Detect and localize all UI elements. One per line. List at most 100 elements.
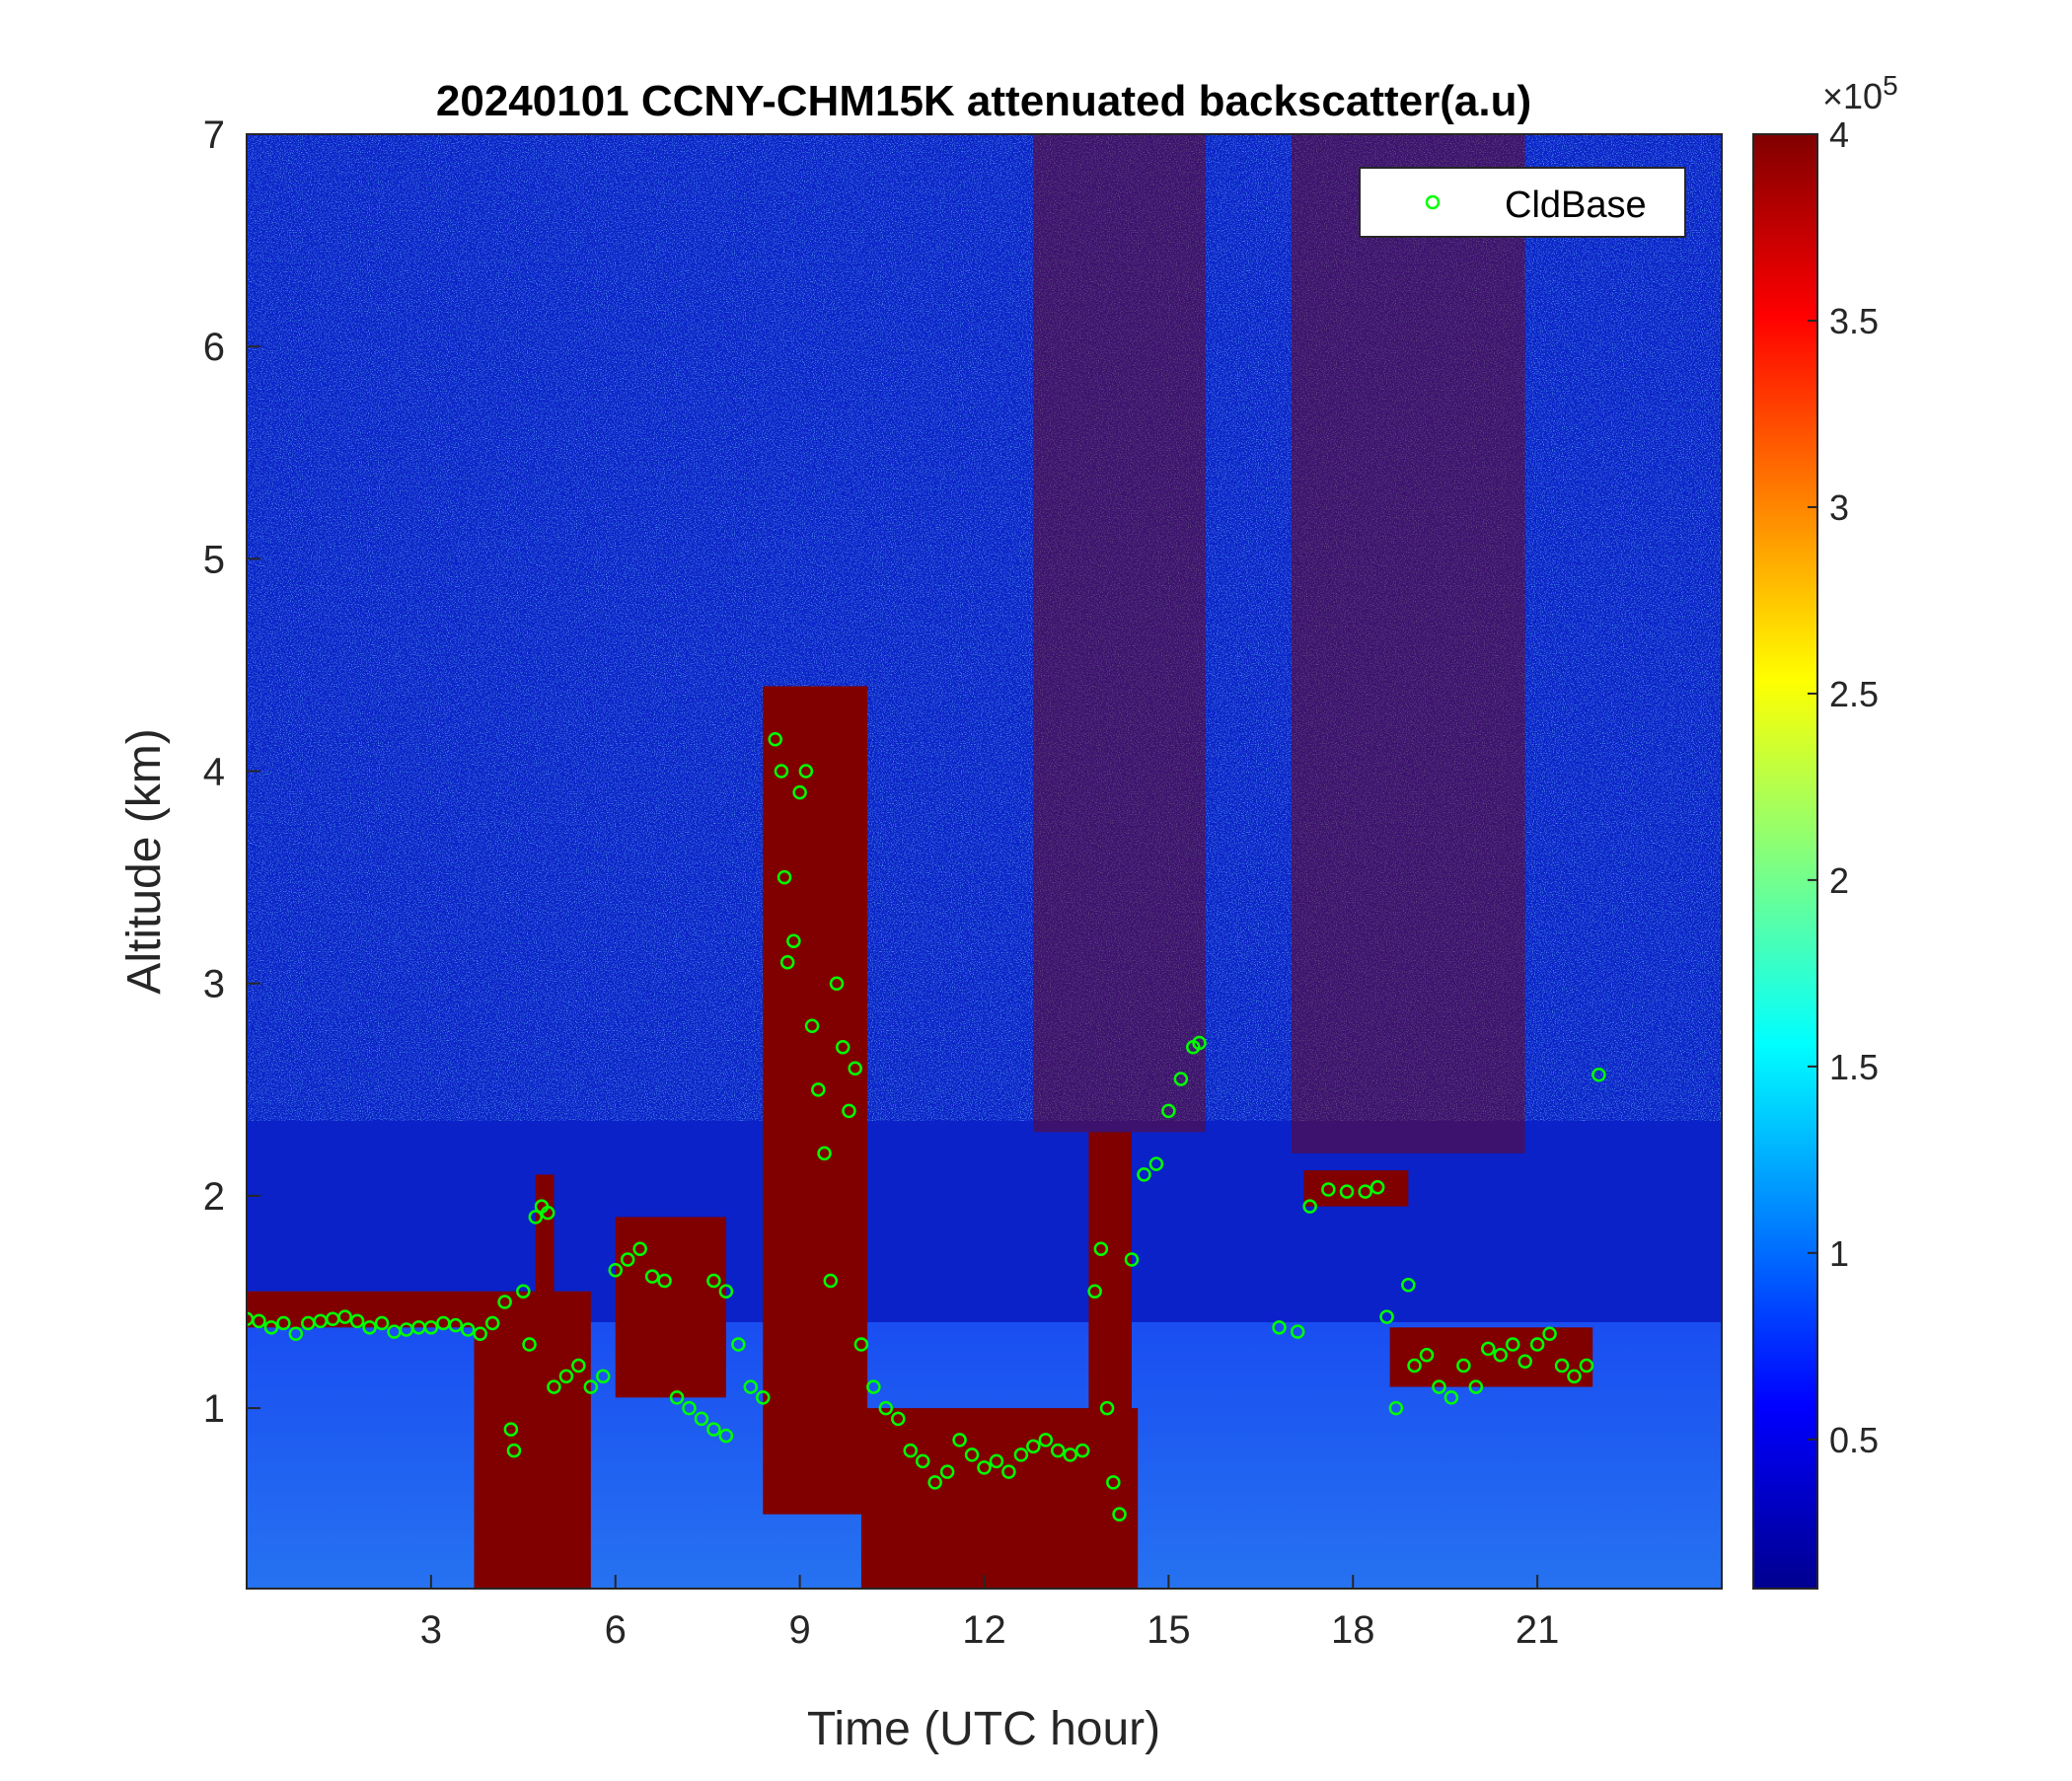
cloud-base-marker [522, 1337, 537, 1352]
cloud-base-marker [252, 1313, 266, 1329]
cloud-layer [1303, 1170, 1409, 1207]
cloud-base-marker [768, 732, 782, 747]
aerosol-plume [1291, 134, 1525, 1153]
cloud-layer [535, 1174, 555, 1451]
cloud-base-marker [777, 869, 792, 885]
cloud-base-marker [1591, 1068, 1606, 1082]
cloud-base-marker [779, 954, 795, 970]
cloud-base-marker [608, 1262, 623, 1278]
cloud-base-marker [1456, 1358, 1471, 1373]
cloud-base-marker [1481, 1341, 1496, 1357]
cloud-base-marker [337, 1309, 352, 1324]
cloud-base-marker [743, 1379, 759, 1394]
legend: CldBase [1359, 167, 1686, 238]
y-tick-label: 2 [203, 1175, 225, 1219]
cloud-base-marker [1051, 1443, 1066, 1458]
cloud-base-marker [1192, 1035, 1207, 1051]
cloud-base-marker [558, 1369, 574, 1384]
cloud-base-marker [842, 1103, 856, 1119]
cloud-base-marker [977, 1460, 992, 1475]
x-tick-label: 3 [420, 1608, 442, 1652]
cloud-base-marker [374, 1315, 390, 1331]
cloud-base-marker [1369, 1180, 1385, 1195]
cloud-base-marker [786, 933, 801, 948]
cloud-base-marker [1124, 1252, 1140, 1267]
colorbar: 0.5 1 1.5 2 2.5 3 3.5 4 ×105 [1752, 70, 1898, 1590]
cloud-layer [247, 1291, 475, 1328]
x-tick-label: 6 [605, 1608, 627, 1652]
colorbar-tick-label: 4 [1829, 114, 1849, 155]
cloud-base-marker [1148, 1156, 1164, 1171]
cloud-base-marker [706, 1273, 721, 1289]
colorbar-exponent-power: 5 [1883, 70, 1898, 101]
cloud-base-marker [596, 1369, 611, 1384]
y-tick-label: 6 [203, 326, 225, 369]
cloud-base-marker [644, 1269, 660, 1284]
cloud-base-marker [1161, 1103, 1176, 1119]
cloud-base-marker [939, 1464, 955, 1479]
cloud-base-marker [1517, 1354, 1532, 1370]
cloud-base-marker [718, 1428, 734, 1444]
cloud-base-marker [1302, 1199, 1317, 1214]
cloud-base-marker [484, 1315, 500, 1331]
colorbar-tick-label: 3 [1829, 487, 1849, 528]
colorbar-tick-label: 1.5 [1829, 1047, 1879, 1087]
cloud-base-marker [1407, 1358, 1422, 1373]
colorbar-gradient [1752, 133, 1818, 1590]
cloud-base-marker [1074, 1443, 1090, 1458]
cloud-base-marker [798, 764, 814, 779]
y-tick-label: 7 [203, 113, 225, 157]
cloud-base-marker [1013, 1447, 1029, 1462]
cloud-base-marker [516, 1284, 531, 1299]
plot-area [247, 134, 1722, 1589]
cloud-base-marker [1505, 1337, 1520, 1352]
y-tick-label: 1 [203, 1387, 225, 1431]
cloud-base-marker [1388, 1400, 1404, 1416]
x-tick-label: 18 [1331, 1608, 1375, 1652]
cloud-base-marker [682, 1400, 697, 1416]
cloud-base-marker [706, 1422, 721, 1437]
cloud-base-marker [718, 1284, 734, 1299]
cloud-base-marker [891, 1411, 906, 1427]
cloud-base-marker [1106, 1475, 1121, 1490]
cloud-base-marker [362, 1320, 377, 1335]
colorbar-exponent-base: ×10 [1822, 76, 1883, 116]
cloud-base-marker [423, 1320, 439, 1335]
cloud-base-marker [774, 764, 789, 779]
cloud-base-marker [853, 1337, 869, 1352]
cloud-base-marker [657, 1273, 672, 1289]
cloud-base-marker [1493, 1348, 1508, 1363]
cloud-base-marker [1339, 1184, 1355, 1199]
cloud-base-marker [756, 1390, 771, 1405]
cloud-base-marker [848, 1061, 862, 1076]
cloud-base-marker [547, 1379, 561, 1394]
cloud-base-marker [1112, 1507, 1127, 1521]
y-tick-label: 4 [203, 751, 225, 794]
cloud-base-marker [1272, 1320, 1287, 1335]
cloud-base-marker [1468, 1379, 1484, 1394]
cloud-base-marker [1173, 1072, 1189, 1086]
cloud-base-marker [964, 1447, 980, 1462]
cloud-base-marker [823, 1273, 839, 1289]
colorbar-tick-label: 3.5 [1829, 301, 1879, 341]
cloud-base-marker [669, 1390, 685, 1405]
cloud-base-marker [276, 1315, 291, 1331]
cloud-base-marker [632, 1241, 647, 1256]
colorbar-tick-label: 0.5 [1829, 1420, 1879, 1460]
cloud-base-marker [263, 1320, 279, 1335]
x-tick-label: 21 [1516, 1608, 1560, 1652]
cloud-base-marker [952, 1433, 967, 1447]
cloud-base-marker [1432, 1379, 1446, 1394]
x-tick-label: 12 [962, 1608, 1006, 1652]
cloud-base-marker [878, 1400, 894, 1416]
cloud-base-marker [1401, 1278, 1416, 1293]
cloud-base-marker [1038, 1433, 1054, 1447]
cloud-base-marker [1001, 1464, 1016, 1479]
cloud-base-marker [540, 1205, 555, 1221]
cloud-base-marker [571, 1358, 586, 1373]
cloud-base-marker [1579, 1358, 1594, 1373]
cloud-layer [763, 686, 868, 1515]
y-tick-label: 3 [203, 963, 225, 1006]
x-axis-label: Time (UTC hour) [807, 1703, 1160, 1755]
